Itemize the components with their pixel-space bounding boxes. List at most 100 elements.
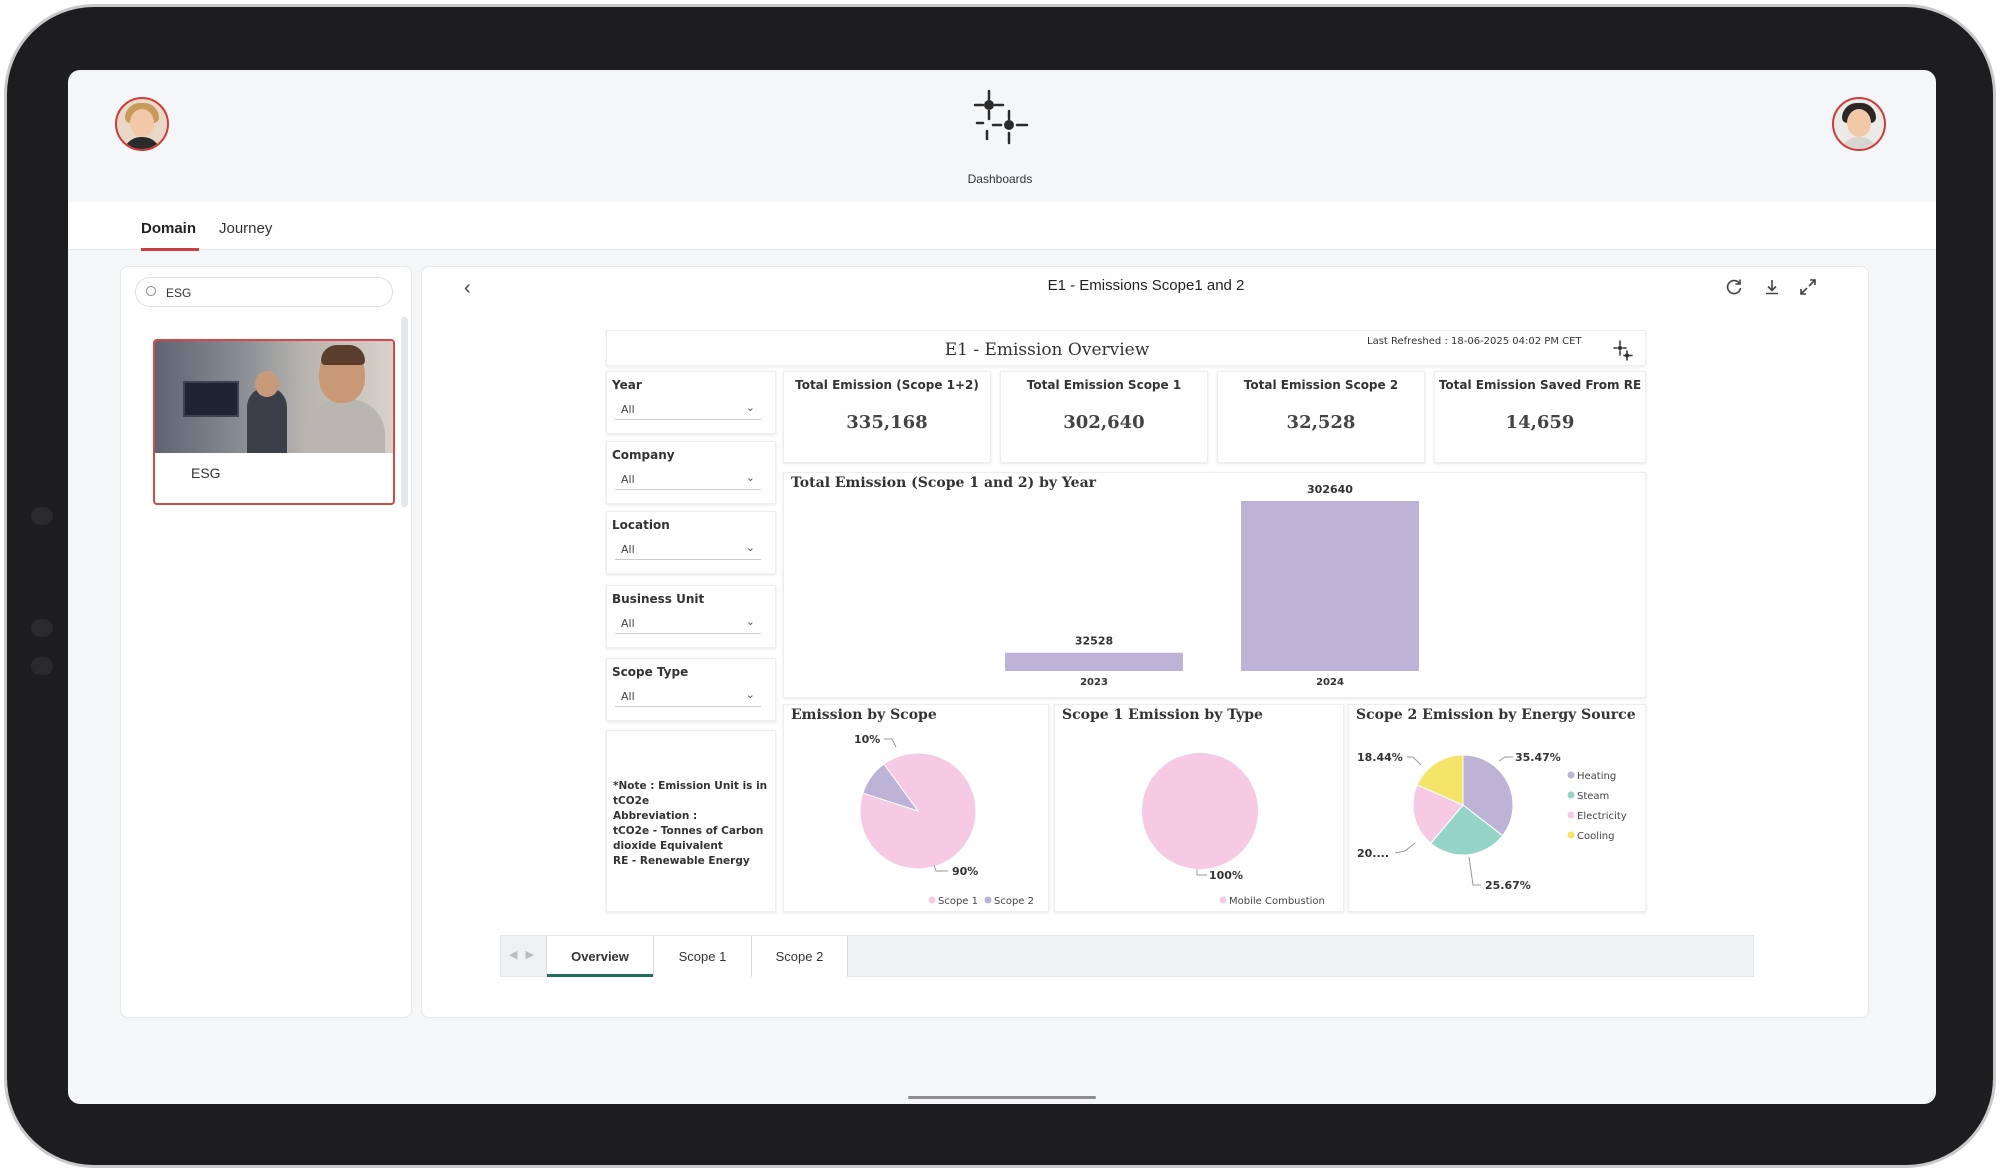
emission-report: E1 - Emission Overview Last Refreshed : … <box>606 330 1646 915</box>
top-nav: Domain Journey <box>68 202 1936 251</box>
kpi-label: Total Emission Saved From RE <box>1438 378 1642 392</box>
chevron-down-icon: ⌄ <box>745 401 755 414</box>
download-icon[interactable] <box>1762 277 1782 297</box>
legend-label: Heating <box>1577 771 1616 782</box>
scope-type-dropdown[interactable]: All ⌄ <box>615 685 761 707</box>
report-page-tabs: ◀▶ Overview Scope 1 Scope 2 <box>500 935 1754 977</box>
business-unit-dropdown[interactable]: All ⌄ <box>615 612 761 634</box>
pie-card-scope1-type: Scope 1 Emission by Type 100% Mobile Comb… <box>1054 704 1344 912</box>
note-box: *Note : Emission Unit is in tCO2e Abbrev… <box>606 730 776 912</box>
domain-card-esg[interactable]: ESG <box>153 339 395 505</box>
slicer-label: Location <box>612 518 670 532</box>
pie-data-label: 35.47% <box>1515 751 1561 764</box>
user-avatar-left[interactable] <box>115 97 169 151</box>
dropdown-value: All <box>621 403 635 416</box>
legend-label: Scope 1 <box>938 896 978 907</box>
company-dropdown[interactable]: All ⌄ <box>615 468 761 490</box>
refresh-icon[interactable] <box>1724 277 1744 297</box>
leader-line <box>1498 756 1513 762</box>
kpi-card: Total Emission Scope 2 32,528 <box>1217 371 1425 463</box>
search-icon <box>146 286 156 296</box>
pie-data-label: 20.... <box>1357 847 1389 860</box>
leader-line <box>1468 856 1481 886</box>
search-value: ESG <box>166 286 192 300</box>
kpi-card: Total Emission Saved From RE 14,659 <box>1434 371 1646 463</box>
slicer-year: Year All ⌄ <box>606 371 776 434</box>
domain-sidebar: ESG ESG <box>120 266 412 1018</box>
bar-chart: 32528 2023 302640 2024 <box>1005 483 1419 688</box>
pie-chart-title: Scope 1 Emission by Type <box>1062 707 1263 723</box>
report-title: E1 - Emission Overview <box>944 340 1150 360</box>
copilot-sparkle-icon[interactable] <box>1612 339 1634 361</box>
kpi-label: Total Emission Scope 2 <box>1243 378 1399 392</box>
pie-slice <box>1462 754 1514 837</box>
leader-line <box>1394 842 1416 854</box>
location-dropdown[interactable]: All ⌄ <box>615 538 761 560</box>
chevron-down-icon: ⌄ <box>745 688 755 701</box>
chevron-down-icon: ⌄ <box>745 615 755 628</box>
pie-chart-title: Emission by Scope <box>791 707 937 723</box>
expand-icon[interactable] <box>1798 277 1818 297</box>
legend-marker <box>1219 896 1227 904</box>
emission-note: *Note : Emission Unit is in tCO2e Abbrev… <box>613 780 768 867</box>
pie-slice <box>1142 753 1258 869</box>
x-tick-label: 2024 <box>1316 677 1344 688</box>
legend-label: Scope 2 <box>994 896 1034 907</box>
leader-line <box>1407 756 1422 766</box>
chevron-down-icon: ⌄ <box>745 541 755 554</box>
kpi-label: Total Emission Scope 1 <box>1026 378 1182 392</box>
pie-chart-title: Scope 2 Emission by Energy Source <box>1356 707 1636 723</box>
dashboard-title: E1 - Emissions Scope1 and 2 <box>1047 277 1245 294</box>
tab-journey[interactable]: Journey <box>219 220 273 237</box>
legend-marker <box>1567 831 1575 839</box>
chevron-down-icon: ⌄ <box>745 471 755 484</box>
page-tab-label: Overview <box>571 949 629 964</box>
side-sensor <box>31 657 53 675</box>
kpi-value: 335,168 <box>846 412 928 433</box>
slicer-scope-type: Scope Type All ⌄ <box>606 658 776 721</box>
tab-domain[interactable]: Domain <box>141 220 197 237</box>
bar-chart-title: Total Emission (Scope 1 and 2) by Year <box>791 475 1097 491</box>
page-tab-overview[interactable]: Overview <box>547 936 653 977</box>
kpi-card: Total Emission Scope 1 302,640 <box>1000 371 1208 463</box>
page-tab-scope1[interactable]: Scope 1 <box>654 936 751 977</box>
kpi-value: 32,528 <box>1286 412 1356 433</box>
leader-line <box>1196 869 1207 876</box>
slicer-label: Year <box>612 378 642 392</box>
report-header: E1 - Emission Overview Last Refreshed : … <box>606 330 1646 366</box>
legend-marker <box>928 896 936 904</box>
back-chevron-icon[interactable]: ‹ <box>464 277 471 299</box>
pie-data-label: 90% <box>952 865 978 878</box>
slicer-business-unit: Business Unit All ⌄ <box>606 585 776 648</box>
x-tick-label: 2023 <box>1080 677 1108 688</box>
search-input[interactable]: ESG <box>135 277 393 307</box>
dashboards-sparkle-icon[interactable] <box>969 87 1033 151</box>
slicer-label: Business Unit <box>612 592 705 606</box>
year-dropdown[interactable]: All ⌄ <box>615 398 761 420</box>
kpi-label: Total Emission (Scope 1+2) <box>795 378 979 392</box>
pie-chart-scope1-type: 100% Mobile Combustion <box>1142 753 1325 907</box>
pie-chart-scope2-source: 35.47% 25.67% 20.... 18.44% Heating Steam Elec… <box>1357 751 1627 892</box>
pie-card-scope: Emission by Scope 90% 10% Scope 1 Scope 2 <box>783 704 1049 912</box>
page-tab-label: Scope 1 <box>678 949 727 964</box>
slicer-label: Company <box>612 448 675 462</box>
legend-label: Steam <box>1577 791 1609 802</box>
dropdown-value: All <box>621 690 635 703</box>
side-sensor <box>31 507 53 525</box>
bar-data-label: 302640 <box>1307 483 1353 496</box>
user-avatar-right[interactable] <box>1832 97 1886 151</box>
kpi-value: 302,640 <box>1063 412 1145 433</box>
slicer-label: Scope Type <box>612 665 689 679</box>
sidebar-scrollbar[interactable] <box>401 317 408 507</box>
legend-marker <box>984 896 992 904</box>
last-refreshed: Last Refreshed : 18-06-2025 04:02 PM CET <box>1367 336 1582 347</box>
pie-data-label: 18.44% <box>1357 751 1403 764</box>
pie-slice <box>1416 754 1464 806</box>
page-title: Dashboards <box>967 172 1033 186</box>
pie-slice <box>1412 784 1464 844</box>
domain-card-image <box>155 341 393 453</box>
page-nav-arrows[interactable]: ◀▶ <box>509 949 542 961</box>
page-tab-scope2[interactable]: Scope 2 <box>752 936 847 977</box>
domain-card-label: ESG <box>191 465 221 481</box>
page-tab-label: Scope 2 <box>775 949 824 964</box>
